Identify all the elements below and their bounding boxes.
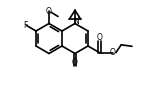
Text: O: O: [96, 33, 102, 42]
Text: N: N: [73, 18, 79, 26]
Text: O: O: [72, 58, 78, 67]
Text: O: O: [110, 48, 116, 57]
Text: O: O: [46, 7, 52, 16]
Text: F: F: [23, 21, 28, 30]
